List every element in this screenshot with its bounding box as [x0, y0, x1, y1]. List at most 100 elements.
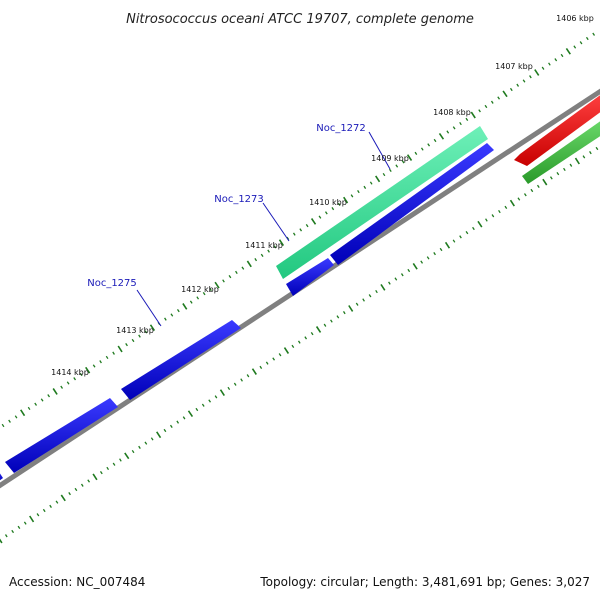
minor-tick [4, 534, 8, 538]
minor-tick [1, 423, 5, 428]
minor-tick [112, 462, 116, 466]
minor-tick [176, 420, 180, 424]
minor-tick [439, 247, 443, 252]
minor-tick [433, 138, 437, 143]
major-tick [574, 157, 580, 165]
gene-feature[interactable] [121, 320, 241, 400]
gene-feature[interactable] [0, 466, 3, 484]
upper-scale-ticks [1, 32, 596, 428]
minor-tick [176, 309, 180, 313]
minor-tick [240, 378, 243, 382]
minor-tick [235, 270, 238, 275]
minor-tick [336, 315, 340, 319]
minor-tick [465, 231, 469, 235]
minor-tick [34, 402, 38, 406]
minor-tick [169, 424, 173, 428]
minor-tick [201, 403, 205, 407]
minor-tick [342, 311, 346, 315]
genome-summary-text: Topology: circular; Length: 3,481,691 bp… [259, 575, 590, 589]
minor-tick [569, 163, 573, 167]
minor-tick [272, 357, 276, 361]
gene-label-noc-1275[interactable]: Noc_1275 [87, 278, 137, 289]
major-tick [117, 345, 123, 353]
minor-tick [144, 441, 148, 445]
reverse-strand-genes[interactable] [514, 93, 600, 184]
minor-tick [182, 416, 186, 420]
minor-tick [541, 66, 545, 70]
minor-tick [80, 483, 84, 487]
minor-tick [55, 500, 59, 504]
gene-feature[interactable] [286, 258, 334, 296]
minor-tick [164, 317, 167, 321]
gene-feature[interactable] [514, 93, 600, 166]
scale-label: 1407 kbp [495, 62, 533, 71]
minor-tick [138, 334, 141, 338]
major-tick [251, 368, 257, 375]
lower-scale-ticks [0, 146, 599, 544]
minor-tick [40, 398, 44, 402]
minor-tick [324, 211, 328, 215]
minor-tick [484, 104, 488, 109]
accession-text: Accession: NC_007484 [9, 575, 145, 589]
minor-tick [131, 338, 135, 343]
major-tick [214, 281, 220, 289]
gene-feature[interactable] [5, 398, 118, 473]
minor-tick [47, 394, 51, 398]
minor-tick [214, 395, 218, 399]
gene-feature-highlight[interactable] [276, 126, 488, 279]
minor-tick [363, 185, 367, 189]
major-tick [477, 220, 483, 228]
minor-tick [426, 256, 430, 260]
minor-tick [260, 253, 264, 257]
minor-tick [592, 32, 596, 36]
minor-tick [99, 471, 103, 475]
minor-tick [350, 194, 354, 198]
minor-tick [529, 75, 532, 79]
minor-tick [278, 353, 282, 357]
major-tick [60, 494, 66, 502]
minor-tick [208, 399, 212, 403]
minor-tick [446, 130, 450, 134]
minor-tick [106, 466, 110, 471]
minor-tick [582, 155, 586, 159]
minor-tick [491, 214, 495, 218]
major-tick [438, 132, 445, 140]
minor-tick [452, 126, 456, 130]
minor-tick [8, 419, 11, 423]
minor-tick [297, 340, 301, 344]
major-tick [149, 324, 156, 332]
minor-tick [99, 360, 102, 364]
major-tick [470, 111, 476, 119]
minor-tick [246, 374, 250, 378]
minor-tick [202, 292, 206, 296]
gene-feature[interactable] [522, 120, 600, 184]
gene-feature[interactable] [330, 143, 494, 265]
minor-tick [310, 332, 314, 336]
minor-tick [509, 87, 513, 92]
minor-tick [323, 323, 327, 327]
gene-label-noc-1272[interactable]: Noc_1272 [316, 123, 366, 134]
scale-label: 1412 kbp [181, 285, 219, 294]
minor-tick [375, 289, 378, 294]
scale-label: 1411 kbp [245, 241, 283, 250]
minor-tick [222, 279, 225, 283]
minor-tick [286, 236, 290, 240]
major-tick [92, 473, 98, 481]
minor-tick [560, 53, 564, 58]
minor-tick [79, 372, 83, 377]
minor-tick [60, 385, 64, 389]
minor-tick [36, 513, 40, 517]
minor-tick [368, 294, 372, 298]
major-tick [412, 262, 418, 270]
minor-tick [517, 197, 521, 201]
minor-tick [304, 336, 308, 340]
gene-label-noc-1273[interactable]: Noc_1273 [214, 194, 264, 205]
minor-tick [414, 151, 418, 155]
minor-tick [68, 492, 71, 496]
minor-tick [291, 344, 295, 348]
minor-tick [433, 252, 436, 256]
minor-tick [394, 277, 398, 281]
minor-tick [497, 96, 501, 100]
major-tick [85, 366, 91, 374]
minor-tick [427, 143, 431, 147]
